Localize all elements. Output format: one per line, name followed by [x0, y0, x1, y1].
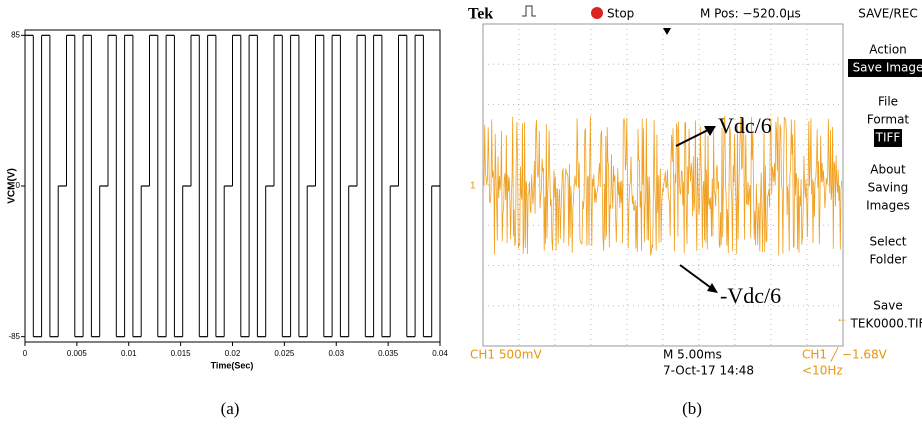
x-tick-label: 0.03 [328, 349, 344, 358]
x-tick-label: 0.04 [432, 349, 448, 358]
figure: 0 0.005 0.01 0.015 0.02 0.025 0.03 0.035 0.04 -85… [0, 0, 922, 435]
menu-item[interactable]: Save [873, 299, 902, 313]
x-tick-label: 0.015 [171, 349, 192, 358]
date: 7-Oct-17 14:48 [663, 364, 754, 378]
menu-item[interactable]: Format [867, 113, 910, 127]
stop-icon [591, 7, 603, 19]
caption: (a) [221, 399, 240, 418]
x-tick-label: 0.025 [274, 349, 295, 358]
trigger-icon [522, 6, 536, 16]
m-pos: M Pos: −520.0µs [700, 7, 801, 21]
menu-item[interactable]: Save Image [853, 61, 922, 75]
menu-item[interactable]: TEK0000.TIF [850, 317, 922, 331]
x-axis-label: Time(Sec) [211, 360, 254, 370]
x-tick-label: 0.02 [225, 349, 241, 358]
y-tick-label: 85 [11, 30, 20, 39]
x-tick-label: 0.01 [121, 349, 137, 358]
menu-item[interactable]: Images [866, 199, 910, 213]
brand: Tek [468, 6, 493, 23]
x-tick-label: 0 [23, 349, 28, 358]
ch-marker: 1 [470, 181, 476, 192]
menu-item[interactable]: File [878, 95, 898, 109]
upper-label: Vdc/6 [718, 113, 772, 138]
menu-item[interactable]: About [870, 163, 906, 177]
menu-item[interactable]: Saving [868, 181, 909, 195]
level-marker: ← [836, 311, 848, 325]
menu-item[interactable]: Action [869, 43, 907, 57]
trigger-level: CH1 ╱ −1.68V [802, 347, 888, 362]
y-tick-label: -85 [8, 332, 20, 341]
timebase: M 5.00ms [663, 348, 722, 362]
freq: <10Hz [802, 364, 843, 378]
menu-title: SAVE/REC [858, 7, 917, 21]
menu-item[interactable]: Select [869, 235, 906, 249]
lower-label: -Vdc/6 [720, 283, 781, 308]
run-state: Stop [607, 7, 634, 21]
x-tick-label: 0.035 [378, 349, 399, 358]
y-axis-label: VCM(V) [7, 168, 18, 204]
ch1-scale: CH1 500mV [470, 348, 542, 362]
menu-item[interactable]: TIFF [875, 131, 901, 145]
x-tick-label: 0.005 [67, 349, 88, 358]
menu-item[interactable]: Folder [869, 253, 906, 267]
caption: (b) [682, 399, 702, 418]
